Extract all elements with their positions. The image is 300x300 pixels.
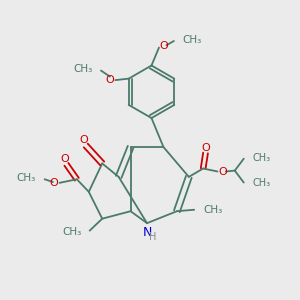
Text: CH₃: CH₃ bbox=[252, 178, 270, 188]
Text: O: O bbox=[61, 154, 69, 164]
Text: N: N bbox=[143, 226, 152, 238]
Text: O: O bbox=[218, 167, 226, 177]
Text: O: O bbox=[202, 142, 211, 153]
Text: CH₃: CH₃ bbox=[16, 173, 36, 183]
Text: O: O bbox=[50, 178, 58, 188]
Text: CH₃: CH₃ bbox=[183, 34, 202, 44]
Text: CH₃: CH₃ bbox=[62, 227, 81, 237]
Text: CH₃: CH₃ bbox=[203, 205, 222, 215]
Text: O: O bbox=[79, 135, 88, 145]
Text: H: H bbox=[149, 232, 157, 242]
Text: CH₃: CH₃ bbox=[252, 153, 270, 163]
Text: CH₃: CH₃ bbox=[74, 64, 93, 74]
Text: O: O bbox=[159, 41, 168, 51]
Text: O: O bbox=[106, 74, 114, 85]
